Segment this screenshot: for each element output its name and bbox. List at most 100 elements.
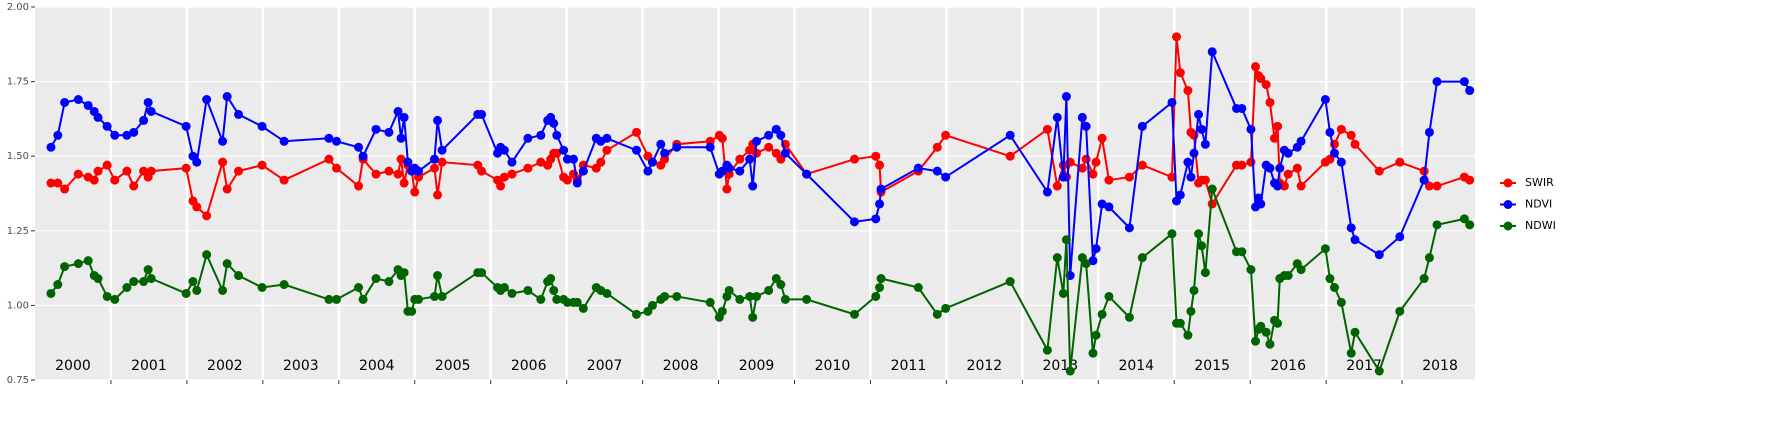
point — [1137, 160, 1147, 170]
point — [146, 274, 156, 284]
point — [596, 157, 606, 167]
point — [414, 294, 424, 304]
point — [1081, 259, 1091, 269]
point — [802, 169, 812, 179]
point — [1256, 74, 1266, 84]
point — [181, 121, 191, 131]
point — [1065, 366, 1075, 376]
point — [1256, 199, 1266, 209]
point — [913, 163, 923, 173]
point — [429, 154, 439, 164]
point — [1283, 169, 1293, 179]
point — [1237, 103, 1247, 113]
point — [507, 288, 517, 298]
point — [1329, 282, 1339, 292]
point — [507, 157, 517, 167]
point — [279, 175, 289, 185]
point — [1088, 348, 1098, 358]
point — [437, 145, 447, 155]
point — [1296, 136, 1306, 146]
point — [1346, 223, 1356, 233]
point — [358, 151, 368, 161]
point — [602, 145, 612, 155]
point — [1273, 181, 1283, 191]
point — [1200, 175, 1210, 185]
point — [1265, 97, 1275, 107]
point — [332, 136, 342, 146]
point — [1329, 148, 1339, 158]
year-label: 2002 — [207, 358, 243, 374]
point — [1296, 181, 1306, 191]
point — [1052, 181, 1062, 191]
point — [875, 282, 885, 292]
point — [384, 127, 394, 137]
point — [1459, 214, 1469, 224]
point — [1137, 253, 1147, 263]
point — [1061, 235, 1071, 245]
point — [780, 294, 790, 304]
series — [46, 184, 1475, 376]
point — [876, 184, 886, 194]
point — [93, 166, 103, 176]
point — [1432, 220, 1442, 230]
point — [745, 154, 755, 164]
point — [1346, 130, 1356, 140]
point — [717, 306, 727, 316]
point — [717, 133, 727, 143]
point — [354, 181, 364, 191]
point — [257, 282, 267, 292]
point — [871, 151, 881, 161]
point — [1432, 77, 1442, 87]
point — [477, 109, 487, 119]
point — [1172, 32, 1182, 42]
point — [764, 142, 774, 152]
point — [1081, 154, 1091, 164]
point — [324, 154, 334, 164]
point — [1419, 274, 1429, 284]
point — [1091, 330, 1101, 340]
point — [724, 163, 734, 173]
point — [647, 157, 657, 167]
point — [1058, 288, 1068, 298]
year-label: 2009 — [739, 358, 775, 374]
legend-key — [1503, 200, 1513, 209]
point — [73, 259, 83, 269]
point — [93, 112, 103, 122]
point — [748, 312, 758, 322]
point — [222, 184, 232, 194]
point — [399, 178, 409, 188]
point — [1419, 175, 1429, 185]
point — [602, 288, 612, 298]
point — [1183, 330, 1193, 340]
point — [222, 92, 232, 102]
point — [1097, 133, 1107, 143]
point — [181, 288, 191, 298]
point — [477, 166, 487, 176]
point — [572, 297, 582, 307]
point — [279, 280, 289, 290]
point — [181, 163, 191, 173]
point — [932, 166, 942, 176]
point — [358, 294, 368, 304]
point — [941, 303, 951, 313]
point — [89, 175, 99, 185]
point — [559, 145, 569, 155]
point — [433, 271, 443, 281]
point — [1350, 139, 1360, 149]
point — [1465, 175, 1475, 185]
point — [146, 106, 156, 116]
point — [399, 268, 409, 278]
year-label: 2003 — [283, 358, 319, 374]
point — [1088, 256, 1098, 266]
point — [780, 148, 790, 158]
point — [1194, 229, 1204, 239]
point — [1265, 339, 1275, 349]
point — [1104, 291, 1114, 301]
point — [324, 294, 334, 304]
point — [414, 166, 424, 176]
point — [1189, 148, 1199, 158]
point — [876, 274, 886, 284]
point — [234, 166, 244, 176]
point — [393, 169, 403, 179]
point — [1005, 130, 1015, 140]
